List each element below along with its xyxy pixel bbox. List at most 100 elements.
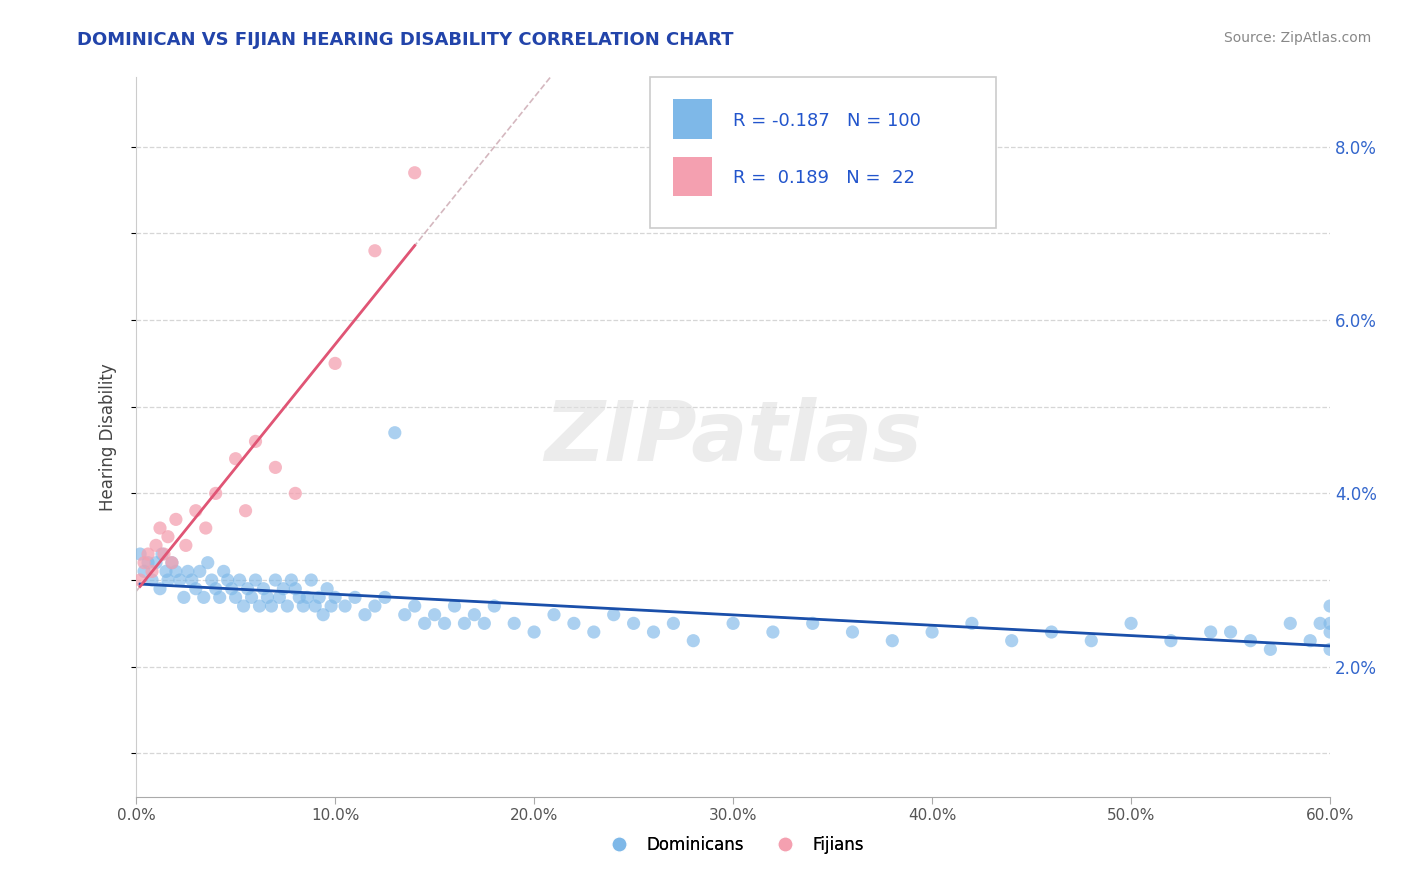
- Point: [333, 599, 356, 613]
- Point: [180, 573, 202, 587]
- Point: [236, 582, 259, 596]
- Point: [1319, 616, 1341, 631]
- FancyBboxPatch shape: [650, 78, 995, 228]
- Point: [1279, 616, 1302, 631]
- Text: ZIPatlas: ZIPatlas: [544, 397, 922, 477]
- Point: [1239, 633, 1261, 648]
- Y-axis label: Hearing Disability: Hearing Disability: [100, 363, 117, 511]
- Point: [1260, 642, 1282, 657]
- Point: [354, 607, 377, 622]
- Point: [662, 616, 685, 631]
- Point: [252, 582, 274, 596]
- Point: [174, 538, 197, 552]
- Point: [762, 625, 785, 640]
- Point: [245, 434, 267, 449]
- Point: [484, 599, 506, 613]
- Point: [364, 244, 387, 258]
- Text: R = -0.187   N = 100: R = -0.187 N = 100: [733, 112, 921, 129]
- Point: [149, 582, 172, 596]
- Point: [156, 573, 179, 587]
- Point: [308, 591, 330, 605]
- Point: [1119, 616, 1142, 631]
- Point: [1040, 625, 1063, 640]
- Point: [153, 547, 176, 561]
- Point: [129, 573, 152, 587]
- Point: [136, 547, 159, 561]
- Point: [562, 616, 585, 631]
- FancyBboxPatch shape: [673, 99, 711, 138]
- Point: [882, 633, 904, 648]
- Point: [543, 607, 565, 622]
- Point: [960, 616, 983, 631]
- Point: [204, 486, 226, 500]
- Point: [312, 607, 335, 622]
- Point: [208, 591, 231, 605]
- Point: [225, 451, 247, 466]
- Point: [423, 607, 446, 622]
- Point: [463, 607, 485, 622]
- Point: [194, 521, 217, 535]
- Point: [145, 556, 167, 570]
- Point: [582, 625, 605, 640]
- Point: [443, 599, 465, 613]
- Point: [841, 625, 863, 640]
- Point: [1160, 633, 1182, 648]
- FancyBboxPatch shape: [673, 157, 711, 196]
- Point: [299, 573, 322, 587]
- Point: [1319, 642, 1341, 657]
- Point: [297, 591, 319, 605]
- Point: [1319, 599, 1341, 613]
- Point: [801, 616, 824, 631]
- Text: DOMINICAN VS FIJIAN HEARING DISABILITY CORRELATION CHART: DOMINICAN VS FIJIAN HEARING DISABILITY C…: [77, 31, 734, 49]
- Point: [523, 625, 546, 640]
- Point: [1001, 633, 1024, 648]
- Point: [184, 582, 207, 596]
- Point: [256, 591, 278, 605]
- Point: [284, 582, 307, 596]
- Point: [132, 556, 155, 570]
- Point: [404, 599, 426, 613]
- Point: [284, 486, 307, 500]
- Point: [1319, 625, 1341, 640]
- Point: [160, 556, 183, 570]
- Point: [343, 591, 366, 605]
- Point: [232, 599, 254, 613]
- Text: Source: ZipAtlas.com: Source: ZipAtlas.com: [1223, 31, 1371, 45]
- Point: [1080, 633, 1102, 648]
- Point: [204, 582, 226, 596]
- Point: [245, 573, 267, 587]
- Point: [602, 607, 624, 622]
- Point: [197, 556, 219, 570]
- Point: [921, 625, 943, 640]
- Point: [721, 616, 744, 631]
- Point: [273, 582, 295, 596]
- Point: [173, 591, 195, 605]
- Point: [288, 591, 311, 605]
- Point: [316, 582, 339, 596]
- Point: [623, 616, 645, 631]
- Legend: Dominicans, Fijians: Dominicans, Fijians: [596, 829, 870, 860]
- Point: [136, 556, 159, 570]
- Point: [188, 565, 211, 579]
- Point: [217, 573, 239, 587]
- Point: [323, 356, 346, 370]
- Point: [165, 565, 187, 579]
- Point: [249, 599, 271, 613]
- Point: [472, 616, 495, 631]
- Point: [165, 512, 187, 526]
- Point: [212, 565, 235, 579]
- Point: [184, 504, 207, 518]
- Point: [221, 582, 243, 596]
- Point: [145, 538, 167, 552]
- Point: [413, 616, 436, 631]
- Point: [276, 599, 298, 613]
- Point: [141, 573, 163, 587]
- Point: [384, 425, 406, 440]
- Point: [177, 565, 200, 579]
- Point: [321, 599, 343, 613]
- Point: [404, 166, 426, 180]
- Point: [149, 521, 172, 535]
- Point: [1199, 625, 1222, 640]
- Point: [1299, 633, 1322, 648]
- Point: [1309, 616, 1331, 631]
